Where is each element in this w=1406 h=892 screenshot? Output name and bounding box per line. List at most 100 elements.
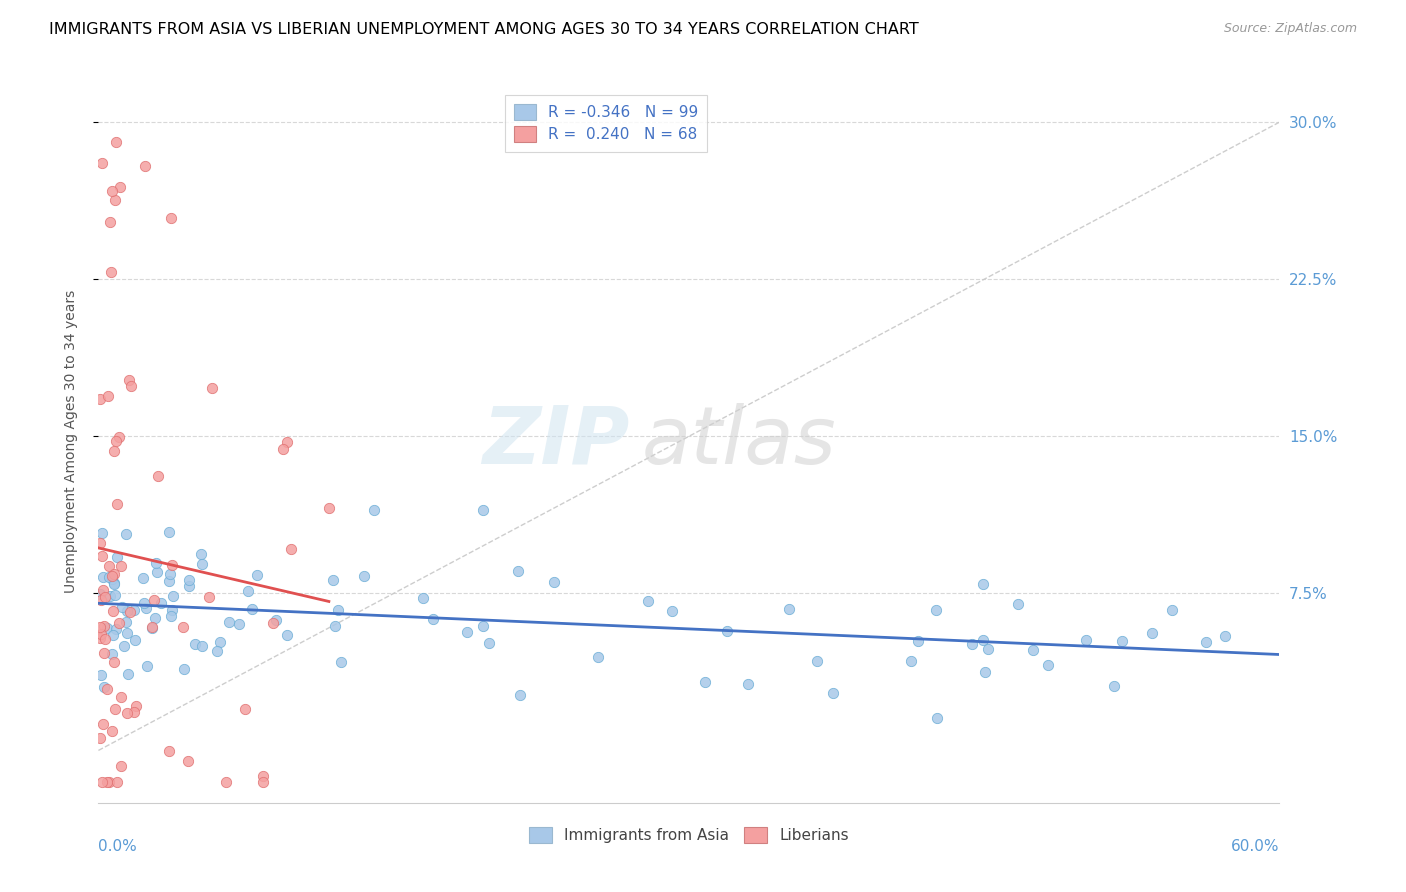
Point (159, 567, 181, 582)
Point (117, 667, 139, 681)
Point (141, 622, 163, 636)
Point (197, 591, 219, 605)
Point (101, 628, 124, 642)
Point (173, 662, 195, 676)
Point (90, 668, 112, 682)
Point (330, 655, 353, 669)
Point (101, 569, 124, 583)
Point (778, 602, 800, 616)
Point (98, 589, 121, 603)
Point (94, 632, 117, 646)
Point (115, 706, 138, 720)
Point (162, 589, 184, 603)
Point (972, 577, 994, 591)
Point (737, 677, 759, 691)
Point (105, 497, 128, 511)
Point (693, 674, 716, 689)
Point (179, 578, 201, 592)
Point (120, 379, 142, 393)
Point (101, 604, 124, 618)
Point (104, 135, 127, 149)
Point (1161, 603, 1184, 617)
Point (806, 654, 828, 668)
Point (103, 655, 125, 669)
Point (972, 632, 994, 647)
Point (91, 525, 114, 540)
Point (280, 542, 302, 557)
Point (478, 636, 501, 650)
Point (240, 602, 263, 616)
Point (246, 568, 269, 582)
Point (233, 702, 256, 716)
Point (105, 549, 128, 564)
Point (190, 548, 212, 562)
Point (276, 434, 298, 449)
Point (100, 265, 122, 279)
Point (91, 569, 114, 583)
Text: atlas: atlas (641, 402, 837, 481)
Point (89, 631, 111, 645)
Point (160, 603, 183, 617)
Point (120, 605, 142, 619)
Point (96, 682, 118, 697)
Point (91, 583, 114, 598)
Point (89, 587, 111, 601)
Point (97, 570, 120, 584)
Point (122, 705, 145, 719)
Point (1102, 679, 1125, 693)
Point (135, 659, 157, 673)
Point (145, 556, 167, 570)
Point (215, 775, 238, 789)
Point (125, 699, 148, 714)
Point (97, 389, 120, 403)
Point (1007, 598, 1029, 612)
Point (637, 594, 659, 608)
Point (104, 622, 127, 636)
Point (108, 429, 131, 443)
Point (94, 590, 117, 604)
Text: 60.0%: 60.0% (1232, 838, 1279, 854)
Point (925, 710, 948, 724)
Point (177, 755, 200, 769)
Point (456, 625, 478, 640)
Point (104, 434, 127, 449)
Point (91, 156, 114, 170)
Point (89, 392, 111, 406)
Point (135, 600, 157, 615)
Point (172, 620, 194, 634)
Point (236, 583, 259, 598)
Point (114, 526, 136, 541)
Legend: Immigrants from Asia, Liberians: Immigrants from Asia, Liberians (523, 822, 855, 849)
Point (1022, 643, 1045, 657)
Point (160, 558, 183, 573)
Point (218, 615, 240, 629)
Point (108, 179, 131, 194)
Point (93, 646, 115, 660)
Point (184, 636, 207, 650)
Text: ZIP: ZIP (482, 402, 630, 481)
Point (89, 536, 111, 550)
Point (960, 637, 983, 651)
Point (207, 643, 229, 657)
Point (146, 565, 169, 579)
Point (264, 613, 287, 627)
Point (973, 665, 995, 680)
Point (132, 571, 155, 585)
Point (110, 559, 132, 574)
Point (143, 593, 166, 607)
Point (124, 633, 146, 648)
Point (1036, 657, 1059, 672)
Point (90, 775, 112, 789)
Point (98, 775, 121, 789)
Point (90, 593, 112, 607)
Point (105, 775, 128, 789)
Point (363, 502, 385, 516)
Point (1076, 633, 1098, 648)
Point (96, 621, 118, 635)
Point (146, 469, 169, 483)
Point (91, 716, 114, 731)
Point (900, 654, 922, 668)
Point (90, 627, 112, 641)
Point (412, 591, 434, 606)
Point (159, 609, 181, 624)
